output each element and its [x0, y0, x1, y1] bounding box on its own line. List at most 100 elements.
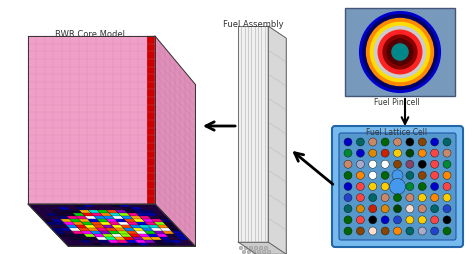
- Bar: [252, 37, 283, 252]
- Polygon shape: [117, 240, 128, 243]
- Circle shape: [381, 205, 389, 213]
- Polygon shape: [62, 240, 74, 243]
- Polygon shape: [66, 225, 78, 228]
- Polygon shape: [36, 213, 48, 216]
- Circle shape: [393, 150, 401, 157]
- Polygon shape: [112, 207, 125, 210]
- Polygon shape: [37, 204, 49, 207]
- Polygon shape: [141, 237, 153, 240]
- Circle shape: [430, 194, 438, 202]
- Circle shape: [244, 246, 248, 250]
- Polygon shape: [85, 216, 97, 219]
- Polygon shape: [79, 210, 91, 213]
- Circle shape: [257, 250, 261, 254]
- Circle shape: [369, 150, 377, 157]
- Polygon shape: [78, 228, 90, 231]
- Circle shape: [418, 227, 426, 235]
- Polygon shape: [169, 228, 181, 231]
- Polygon shape: [105, 237, 117, 240]
- Polygon shape: [125, 210, 137, 213]
- Circle shape: [443, 172, 451, 180]
- Polygon shape: [73, 222, 84, 225]
- Polygon shape: [268, 27, 272, 244]
- Polygon shape: [139, 216, 151, 219]
- Text: Fuel Pin-cell: Fuel Pin-cell: [374, 98, 420, 107]
- Polygon shape: [60, 228, 72, 231]
- Polygon shape: [148, 216, 160, 219]
- Circle shape: [443, 150, 451, 157]
- Circle shape: [390, 179, 405, 195]
- Polygon shape: [174, 243, 186, 246]
- Polygon shape: [70, 210, 82, 213]
- Polygon shape: [153, 240, 165, 243]
- Circle shape: [344, 138, 352, 146]
- Polygon shape: [112, 216, 124, 219]
- Circle shape: [430, 227, 438, 235]
- Polygon shape: [101, 243, 113, 246]
- Polygon shape: [145, 222, 157, 225]
- Circle shape: [406, 150, 414, 157]
- Circle shape: [356, 172, 365, 180]
- Circle shape: [262, 250, 266, 254]
- Polygon shape: [147, 234, 159, 237]
- Polygon shape: [88, 219, 100, 222]
- Circle shape: [393, 227, 401, 235]
- Polygon shape: [151, 228, 163, 231]
- Circle shape: [344, 227, 352, 235]
- Polygon shape: [165, 234, 177, 237]
- Polygon shape: [118, 204, 131, 207]
- Polygon shape: [154, 222, 166, 225]
- Circle shape: [356, 205, 365, 213]
- Polygon shape: [106, 219, 118, 222]
- Circle shape: [430, 205, 438, 213]
- Polygon shape: [120, 225, 133, 228]
- Polygon shape: [279, 34, 283, 252]
- Circle shape: [443, 138, 451, 146]
- Circle shape: [344, 161, 352, 169]
- Polygon shape: [157, 216, 169, 219]
- Polygon shape: [58, 207, 70, 210]
- Polygon shape: [172, 231, 183, 234]
- Polygon shape: [148, 225, 160, 228]
- Circle shape: [267, 250, 271, 254]
- Bar: [345, 9, 455, 97]
- Circle shape: [430, 216, 438, 224]
- Polygon shape: [91, 222, 102, 225]
- Polygon shape: [55, 213, 67, 216]
- Polygon shape: [133, 219, 145, 222]
- Circle shape: [369, 172, 377, 180]
- Polygon shape: [135, 240, 147, 243]
- Polygon shape: [39, 216, 51, 219]
- Polygon shape: [109, 213, 121, 216]
- Circle shape: [391, 44, 409, 61]
- Polygon shape: [76, 216, 88, 219]
- Circle shape: [393, 205, 401, 213]
- Polygon shape: [70, 219, 82, 222]
- Circle shape: [381, 227, 389, 235]
- Circle shape: [443, 216, 451, 224]
- Polygon shape: [63, 231, 75, 234]
- Polygon shape: [117, 231, 129, 234]
- Polygon shape: [57, 225, 69, 228]
- Polygon shape: [103, 207, 115, 210]
- Polygon shape: [79, 219, 91, 222]
- Polygon shape: [59, 237, 72, 240]
- Polygon shape: [134, 210, 146, 213]
- Circle shape: [381, 216, 389, 224]
- Circle shape: [369, 216, 377, 224]
- Polygon shape: [166, 225, 178, 228]
- Polygon shape: [55, 204, 67, 207]
- Circle shape: [381, 183, 389, 191]
- Circle shape: [242, 250, 246, 254]
- Polygon shape: [82, 204, 94, 207]
- Text: Fuel Lattice Cell: Fuel Lattice Cell: [366, 128, 428, 136]
- Polygon shape: [57, 216, 70, 219]
- Polygon shape: [124, 219, 136, 222]
- Polygon shape: [120, 234, 132, 237]
- Circle shape: [369, 161, 377, 169]
- Polygon shape: [91, 213, 103, 216]
- Circle shape: [359, 12, 441, 94]
- Circle shape: [381, 194, 389, 202]
- Polygon shape: [129, 234, 141, 237]
- Circle shape: [406, 216, 414, 224]
